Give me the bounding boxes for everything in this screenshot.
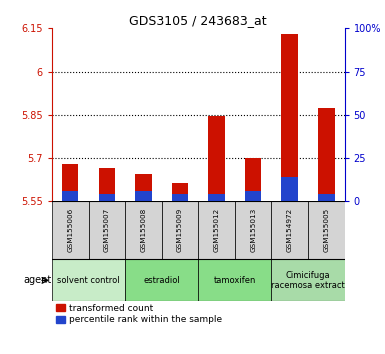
Text: GSM155013: GSM155013 — [250, 208, 256, 252]
Bar — [125, 259, 198, 301]
Text: GSM155012: GSM155012 — [214, 208, 219, 252]
Text: GSM155006: GSM155006 — [67, 208, 73, 252]
Text: tamoxifen: tamoxifen — [214, 276, 256, 285]
Bar — [162, 201, 198, 259]
Bar — [62, 164, 79, 201]
Bar — [135, 191, 152, 201]
Text: Cimicifuga
racemosa extract: Cimicifuga racemosa extract — [271, 271, 345, 290]
Text: GSM154972: GSM154972 — [287, 208, 293, 252]
Bar — [208, 194, 225, 201]
Bar — [172, 194, 188, 201]
Bar — [208, 116, 225, 201]
Bar — [271, 201, 308, 259]
Bar — [245, 191, 261, 201]
Legend: transformed count, percentile rank within the sample: transformed count, percentile rank withi… — [57, 304, 222, 324]
Bar — [125, 201, 162, 259]
Text: GSM155005: GSM155005 — [323, 208, 329, 252]
Bar — [318, 194, 335, 201]
Bar — [135, 174, 152, 201]
Text: GSM155007: GSM155007 — [104, 208, 110, 252]
Bar — [245, 158, 261, 201]
Bar — [62, 191, 79, 201]
Text: agent: agent — [23, 275, 51, 285]
Text: GSM155008: GSM155008 — [141, 208, 146, 252]
Bar — [198, 201, 235, 259]
Bar — [89, 201, 125, 259]
Text: solvent control: solvent control — [57, 276, 120, 285]
Text: estradiol: estradiol — [143, 276, 180, 285]
Bar — [52, 201, 89, 259]
Bar — [281, 34, 298, 201]
Bar — [172, 183, 188, 201]
Bar — [271, 259, 345, 301]
Text: GSM155009: GSM155009 — [177, 208, 183, 252]
Bar — [99, 168, 115, 201]
Bar — [52, 259, 125, 301]
Bar — [308, 201, 345, 259]
Bar — [99, 194, 115, 201]
Bar — [235, 201, 271, 259]
Bar — [198, 259, 271, 301]
Bar — [281, 177, 298, 201]
Bar — [318, 108, 335, 201]
Title: GDS3105 / 243683_at: GDS3105 / 243683_at — [129, 14, 267, 27]
